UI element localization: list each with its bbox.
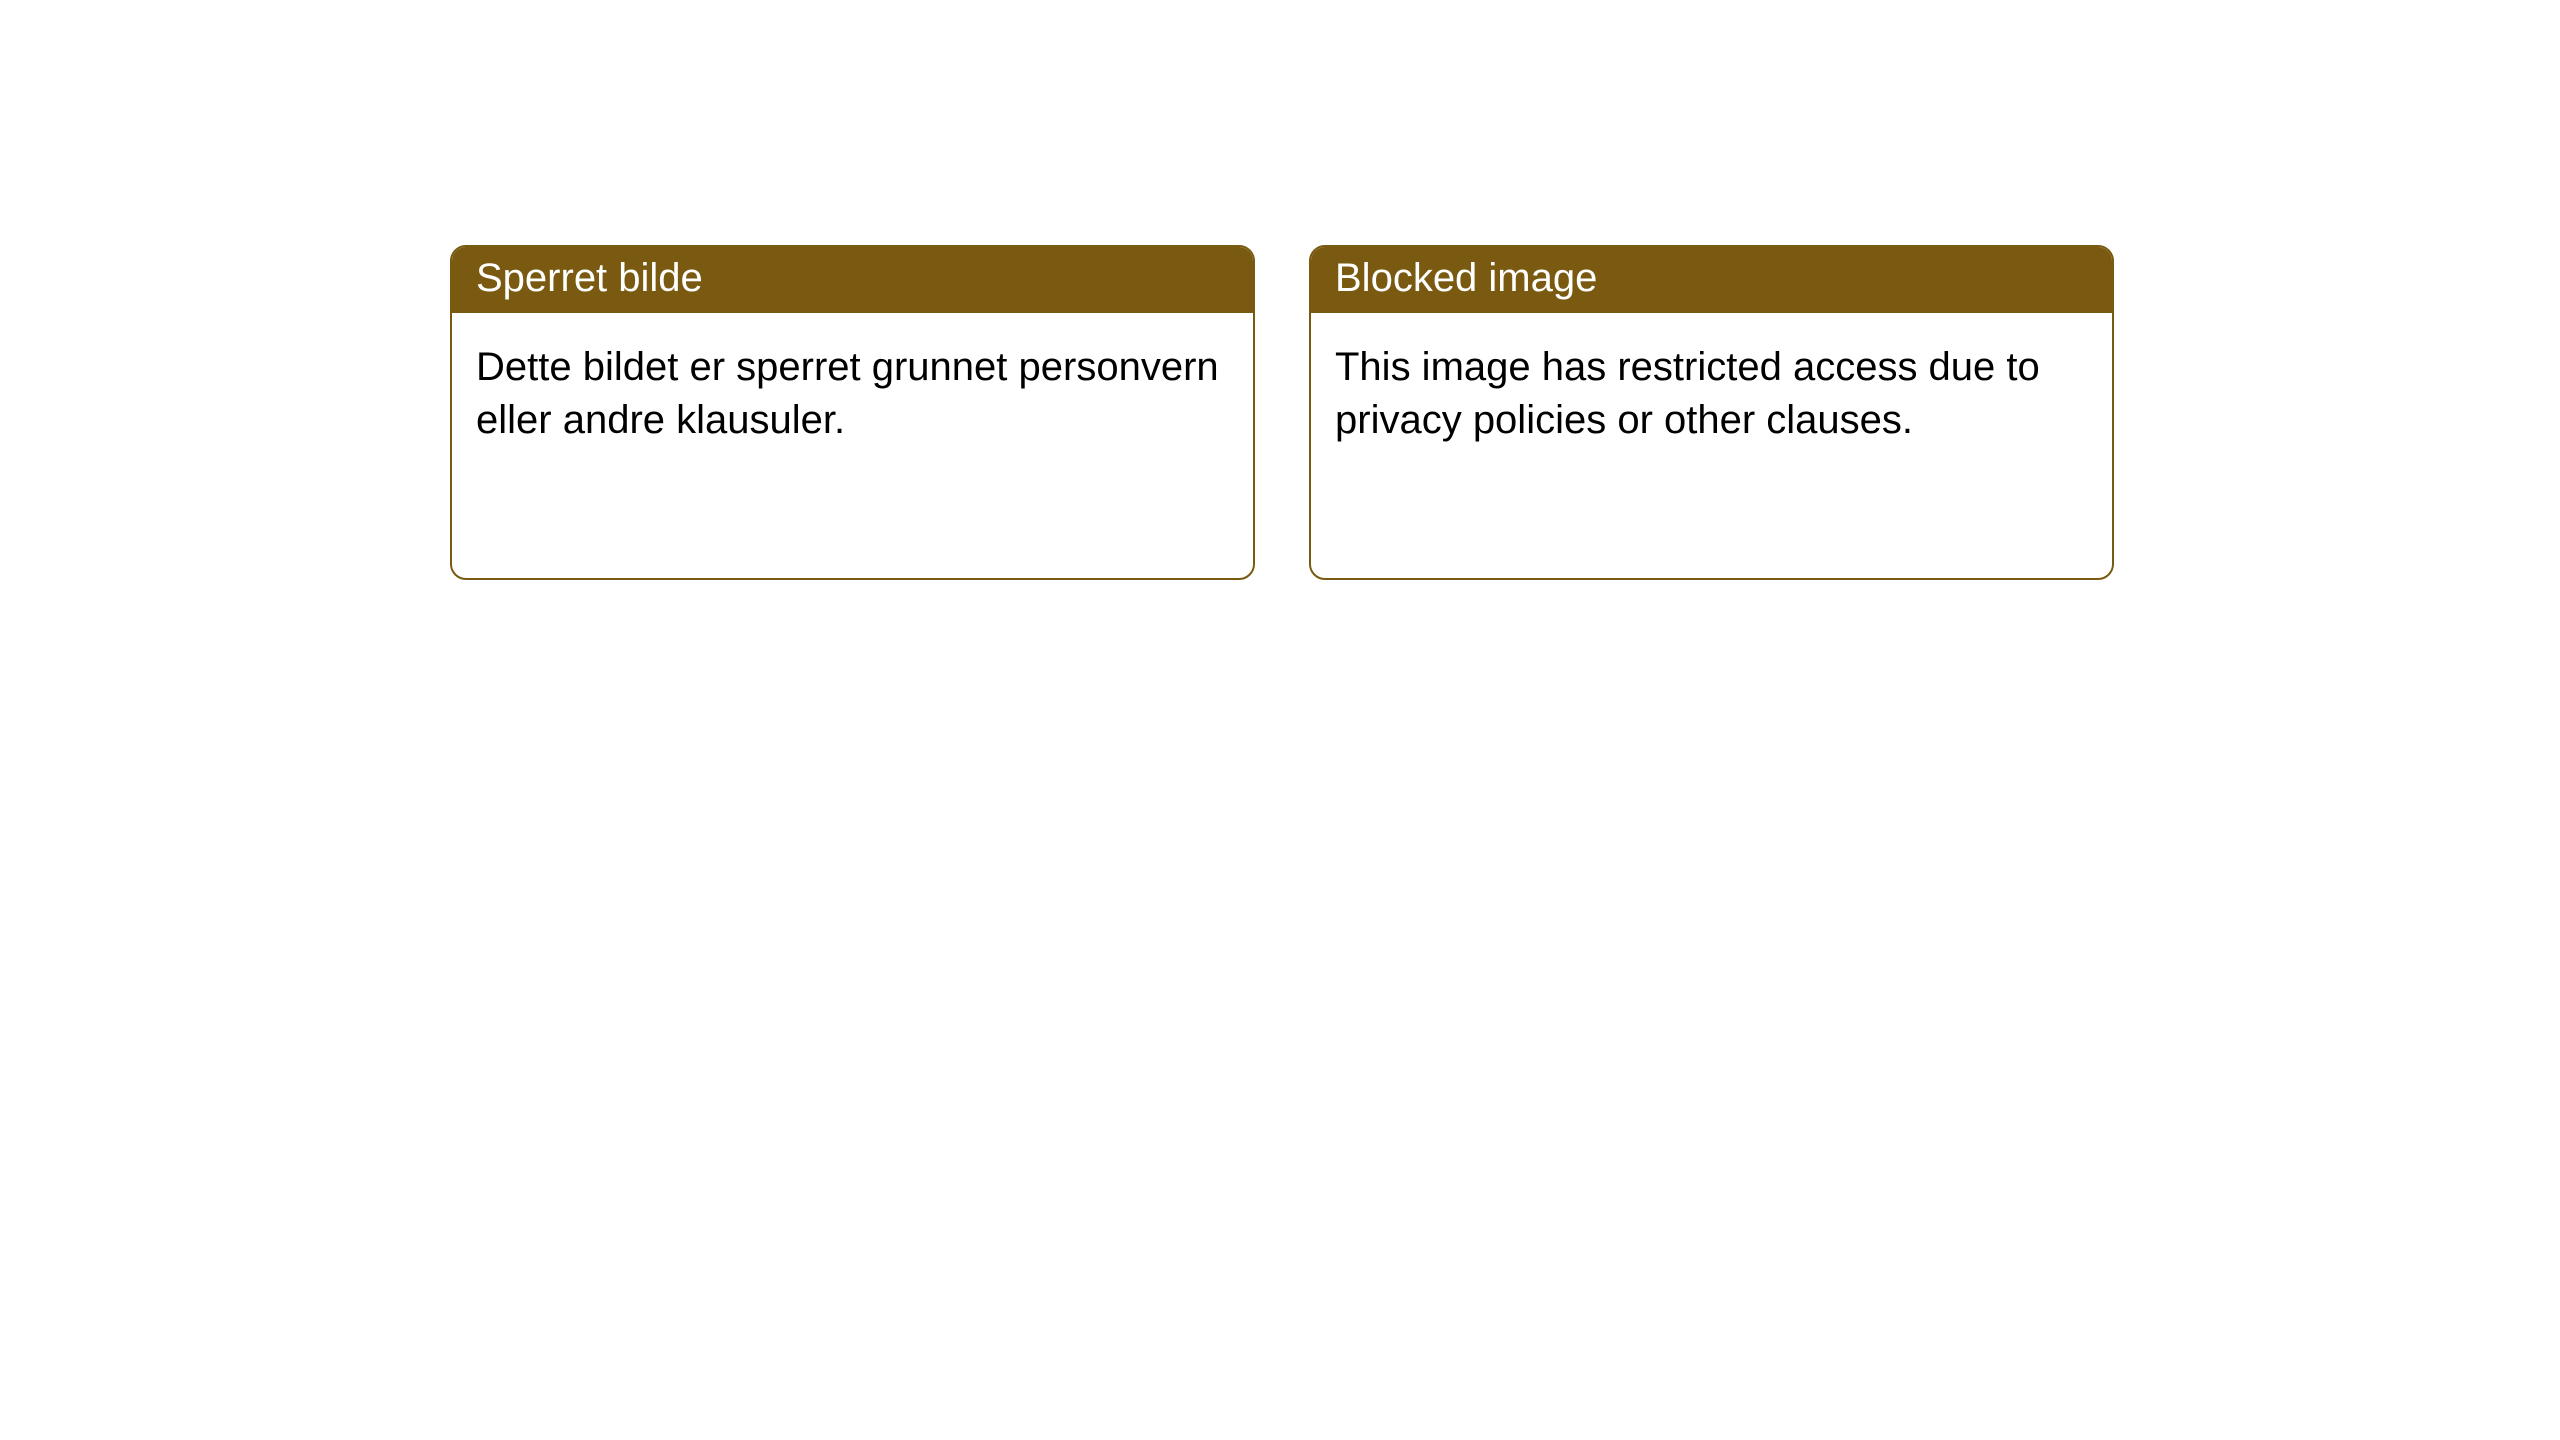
notice-title: Blocked image: [1335, 256, 1597, 300]
notice-body-norwegian: Dette bildet er sperret grunnet personve…: [452, 313, 1253, 475]
notice-header-norwegian: Sperret bilde: [452, 247, 1253, 313]
notice-box-norwegian: Sperret bilde Dette bildet er sperret gr…: [450, 245, 1255, 580]
notice-message: This image has restricted access due to …: [1335, 345, 2040, 442]
notice-container: Sperret bilde Dette bildet er sperret gr…: [0, 0, 2560, 580]
notice-body-english: This image has restricted access due to …: [1311, 313, 2112, 475]
notice-title: Sperret bilde: [476, 256, 703, 300]
notice-message: Dette bildet er sperret grunnet personve…: [476, 345, 1219, 442]
notice-header-english: Blocked image: [1311, 247, 2112, 313]
notice-box-english: Blocked image This image has restricted …: [1309, 245, 2114, 580]
